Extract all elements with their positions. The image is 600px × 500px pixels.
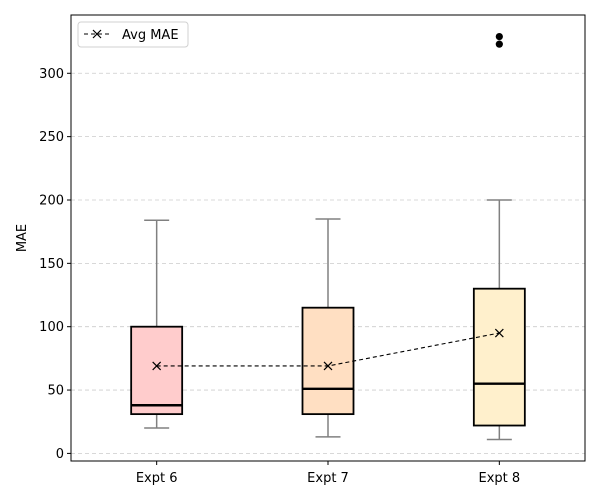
legend-x-marker [92, 29, 102, 39]
boxes [130, 32, 526, 441]
box-iqr [472, 287, 526, 427]
legend-frame [77, 21, 189, 48]
avg-mae-marker [494, 328, 504, 338]
avg-mae-series [152, 328, 504, 371]
y-axis: 0 50 100 150 200 250 300 [39, 67, 71, 462]
y-tick-label: 300 [39, 67, 64, 82]
box-iqr [301, 306, 355, 416]
y-tick-label: 150 [39, 257, 64, 272]
legend: Avg MAE [77, 21, 189, 48]
y-tick-label: 0 [56, 447, 64, 462]
box-group [472, 32, 526, 441]
y-tick-label: 50 [47, 384, 64, 399]
outlier-point [495, 32, 503, 41]
y-tick-label: 200 [39, 193, 64, 208]
avg-mae-marker [152, 361, 162, 371]
x-tick-label: Expt 6 [136, 471, 178, 486]
outlier-point [495, 40, 503, 48]
box-group [301, 218, 355, 438]
y-tick-label: 100 [39, 320, 64, 335]
y-axis-label: MAE [15, 224, 30, 252]
plot-frame [70, 14, 586, 462]
box-group [130, 219, 184, 429]
x-axis: Expt 6 Expt 7 Expt 8 [136, 461, 520, 486]
x-tick-label: Expt 7 [307, 471, 349, 486]
x-tick-label: Expt 8 [478, 471, 520, 486]
box-iqr [130, 325, 184, 416]
legend-label: Avg MAE [122, 28, 179, 43]
y-tick-label: 250 [39, 130, 64, 145]
avg-mae-marker [323, 361, 333, 371]
